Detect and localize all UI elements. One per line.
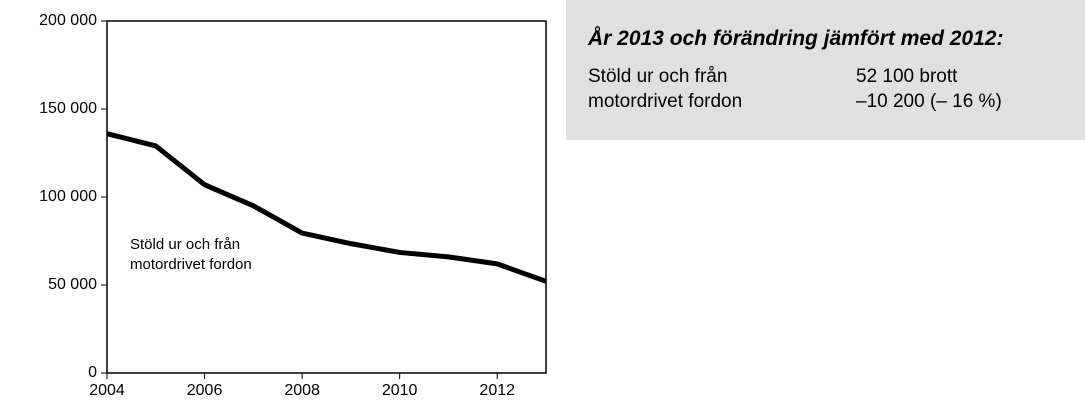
info-row: Stöld ur och från 52 100 brott	[588, 64, 1085, 89]
annotation: motordrivet fordon	[130, 256, 252, 273]
info-box: År 2013 och förändring jämfört med 2012:…	[566, 0, 1085, 140]
y-tick-label: 0	[88, 364, 97, 381]
x-tick-label: 2010	[382, 382, 418, 399]
y-tick-label: 150 000	[39, 100, 97, 117]
info-label: Stöld ur och från	[588, 66, 728, 87]
data-line	[106, 131, 547, 284]
info-title: År 2013 och förändring jämfört med 2012:	[588, 27, 1004, 50]
info-value: 52 100 brott	[856, 66, 958, 87]
plot-frame	[106, 20, 547, 374]
annotation: Stöld ur och från	[130, 236, 240, 253]
x-tick-label: 2006	[187, 382, 223, 399]
info-label: motordrivet fordon	[588, 91, 743, 112]
x-tick-label: 2012	[479, 382, 515, 399]
chart: 0 50 000 100 000 150 000 200 000 2004 2006 2008…	[39, 12, 547, 399]
info-value: –10 200 (– 16 %)	[856, 91, 1002, 112]
info-row: motordrivet fordon –10 200 (– 16 %)	[588, 89, 1085, 114]
y-tick-label: 200 000	[39, 12, 97, 29]
y-tick-label: 100 000	[39, 188, 97, 205]
y-tick-label: 50 000	[48, 276, 97, 293]
x-tick-label: 2004	[89, 382, 125, 399]
x-tick-label: 2008	[284, 382, 320, 399]
